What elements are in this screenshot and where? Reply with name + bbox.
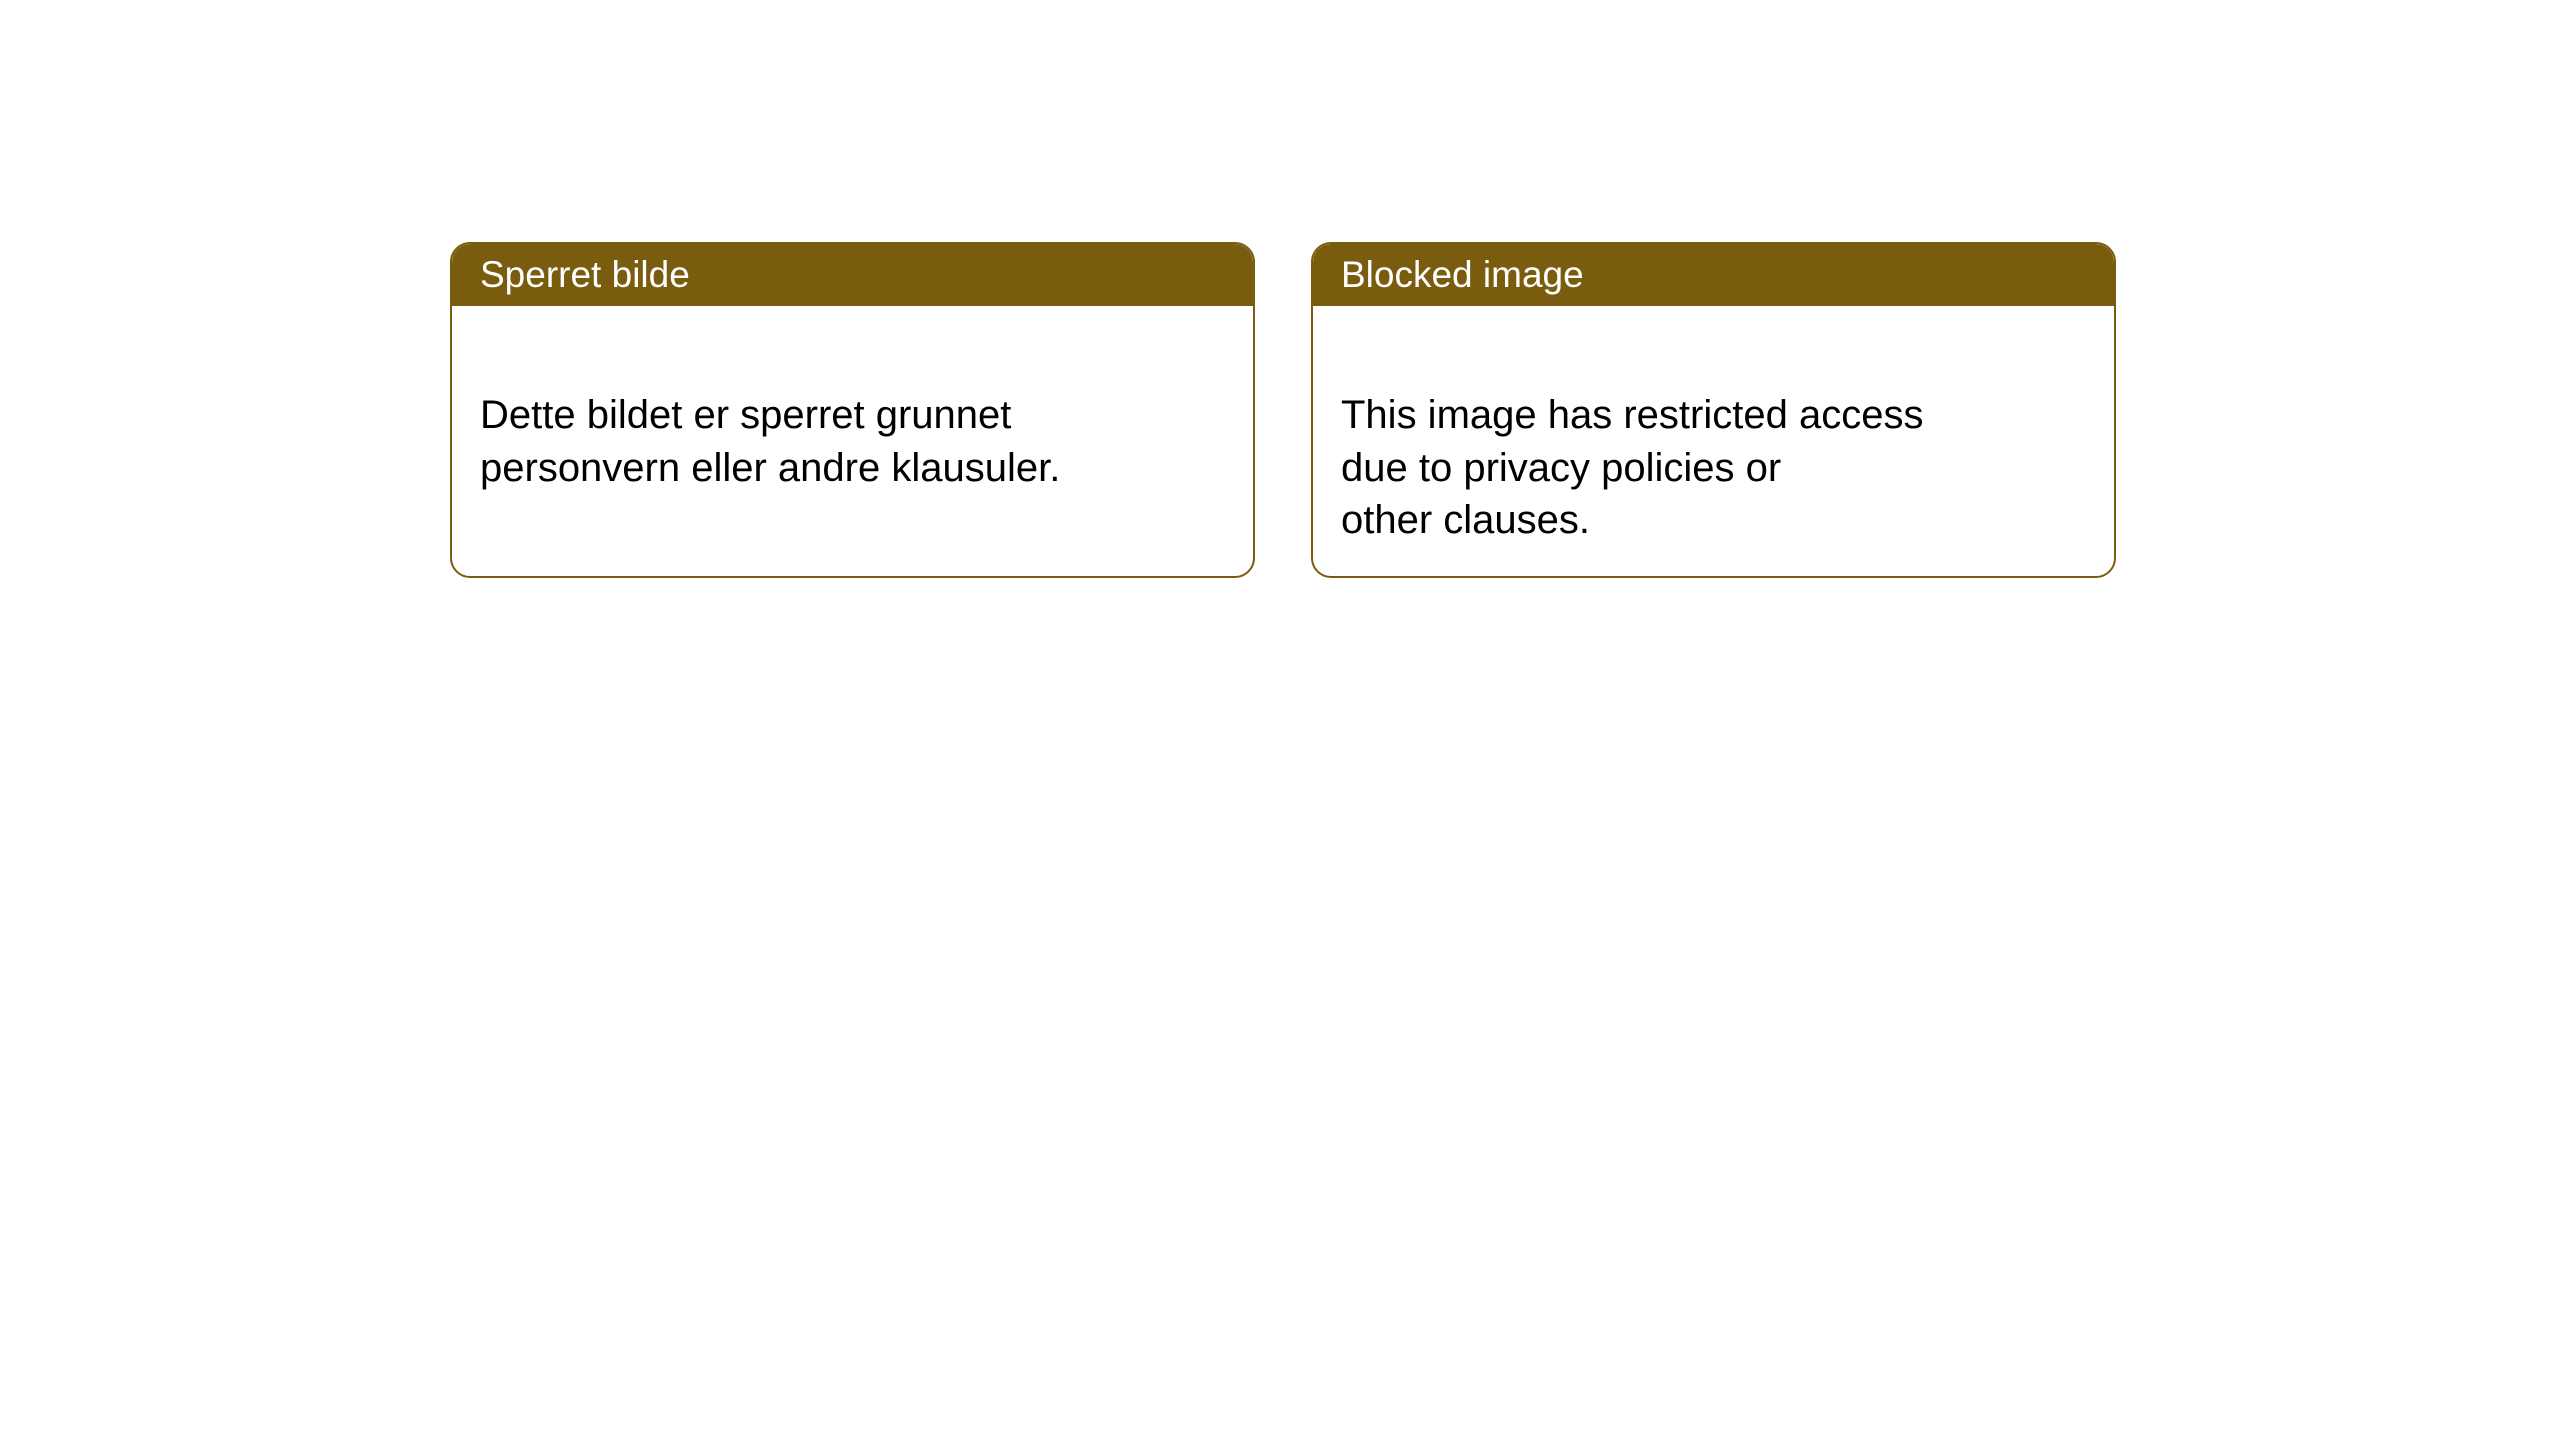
notice-card-en: Blocked image This image has restricted … [1311,242,2116,578]
notice-card-no: Sperret bilde Dette bildet er sperret gr… [450,242,1255,578]
card-title: Sperret bilde [480,254,690,295]
cards-container: Sperret bilde Dette bildet er sperret gr… [450,242,2116,578]
card-title: Blocked image [1341,254,1584,295]
card-body: Dette bildet er sperret grunnet personve… [452,306,1253,524]
card-header: Blocked image [1313,244,2114,306]
card-header: Sperret bilde [452,244,1253,306]
card-body: This image has restricted access due to … [1313,306,2114,577]
card-body-text: This image has restricted access due to … [1341,393,1923,543]
card-body-text: Dette bildet er sperret grunnet personve… [480,393,1060,490]
